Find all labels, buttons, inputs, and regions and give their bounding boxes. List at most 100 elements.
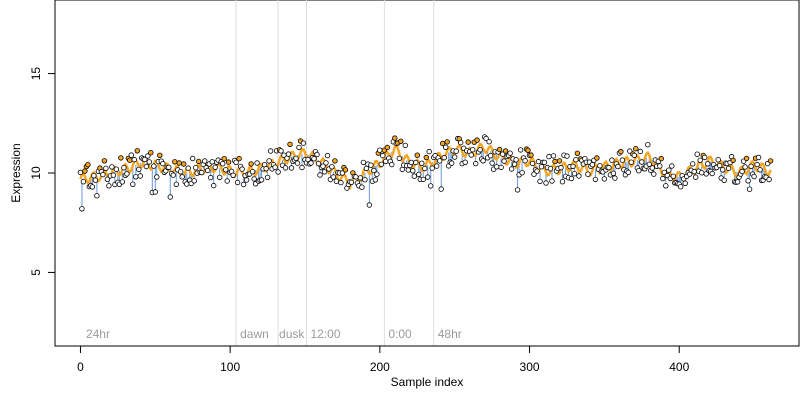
- data-point: [201, 158, 208, 164]
- data-point: [92, 177, 99, 183]
- x-tick-label-4: 400: [669, 360, 689, 374]
- data-point: [757, 167, 763, 173]
- data-point: [717, 162, 723, 169]
- data-point: [748, 163, 754, 169]
- data-point: [127, 157, 133, 163]
- data-point: [480, 158, 486, 164]
- data-point: [552, 158, 558, 165]
- data-point: [368, 162, 374, 168]
- data-point: [535, 158, 542, 165]
- data-point: [571, 170, 578, 177]
- data-point: [85, 161, 91, 168]
- data-point: [477, 147, 483, 153]
- data-points: [77, 134, 774, 212]
- data-point: [243, 177, 250, 183]
- data-point: [185, 165, 191, 171]
- y-tick-label-1: 10: [29, 166, 43, 180]
- data-point: [585, 171, 591, 177]
- data-point: [402, 142, 408, 149]
- data-point: [314, 151, 320, 158]
- data-point: [576, 173, 582, 179]
- data-point: [134, 148, 140, 154]
- data-point: [152, 189, 158, 195]
- y-axis-title: Expression: [9, 143, 23, 202]
- data-point: [353, 174, 359, 180]
- data-point: [221, 155, 227, 162]
- data-point: [678, 183, 684, 190]
- data-point: [332, 158, 338, 164]
- data-point: [534, 168, 540, 174]
- data-point: [225, 159, 232, 165]
- data-point: [119, 179, 126, 185]
- data-point: [767, 158, 774, 164]
- data-point: [360, 159, 367, 166]
- data-point: [177, 168, 184, 175]
- data-point: [493, 164, 500, 170]
- data-point: [323, 160, 329, 166]
- data-point: [592, 176, 599, 183]
- data-point: [411, 173, 417, 179]
- data-point: [103, 165, 109, 171]
- data-point: [612, 175, 618, 181]
- data-point: [380, 152, 386, 159]
- data-point: [646, 161, 652, 167]
- data-point: [287, 141, 293, 147]
- data-point: [191, 178, 197, 184]
- data-point: [405, 167, 411, 173]
- data-point: [496, 146, 503, 153]
- data-point: [441, 154, 447, 161]
- data-point: [443, 144, 449, 150]
- data-point: [513, 157, 519, 163]
- data-point: [657, 163, 663, 169]
- data-point: [751, 173, 757, 180]
- data-point: [730, 157, 736, 164]
- data-point: [501, 158, 507, 164]
- data-point: [413, 159, 419, 166]
- data-point: [453, 148, 459, 154]
- data-point: [699, 169, 705, 176]
- data-point: [236, 155, 242, 162]
- data-point: [124, 171, 130, 177]
- data-point: [398, 138, 404, 144]
- data-point: [234, 179, 241, 186]
- data-point: [420, 176, 426, 183]
- data-point: [248, 161, 254, 167]
- data-point: [210, 182, 217, 189]
- data-point: [207, 174, 214, 181]
- data-point: [329, 163, 335, 170]
- data-point: [311, 155, 317, 162]
- y-tick-label-2: 15: [29, 67, 43, 81]
- data-point: [637, 148, 643, 155]
- marker-label-3: 12:00: [310, 327, 340, 341]
- data-point: [148, 149, 154, 156]
- data-point: [564, 153, 570, 159]
- data-point: [470, 146, 476, 153]
- data-point: [589, 161, 596, 168]
- data-point: [559, 178, 566, 185]
- data-point: [658, 155, 664, 162]
- data-point: [209, 159, 215, 165]
- data-point: [131, 156, 137, 163]
- data-point: [176, 160, 182, 166]
- data-point: [705, 161, 711, 167]
- marker-label-4: 0:00: [388, 327, 412, 341]
- data-point: [133, 174, 139, 180]
- data-point: [549, 178, 555, 184]
- data-point: [240, 181, 247, 188]
- data-point: [425, 174, 431, 180]
- data-point: [639, 159, 645, 165]
- data-point: [204, 167, 211, 174]
- data-point: [550, 153, 557, 159]
- data-point: [121, 164, 127, 171]
- data-point: [410, 168, 416, 174]
- data-point: [618, 148, 624, 155]
- data-point: [529, 160, 536, 167]
- data-point: [568, 175, 575, 182]
- data-point: [233, 159, 239, 165]
- data-point: [110, 172, 117, 178]
- data-point: [473, 160, 479, 167]
- data-point: [278, 148, 284, 154]
- marker-label-2: dusk: [279, 327, 305, 341]
- data-point: [239, 166, 245, 172]
